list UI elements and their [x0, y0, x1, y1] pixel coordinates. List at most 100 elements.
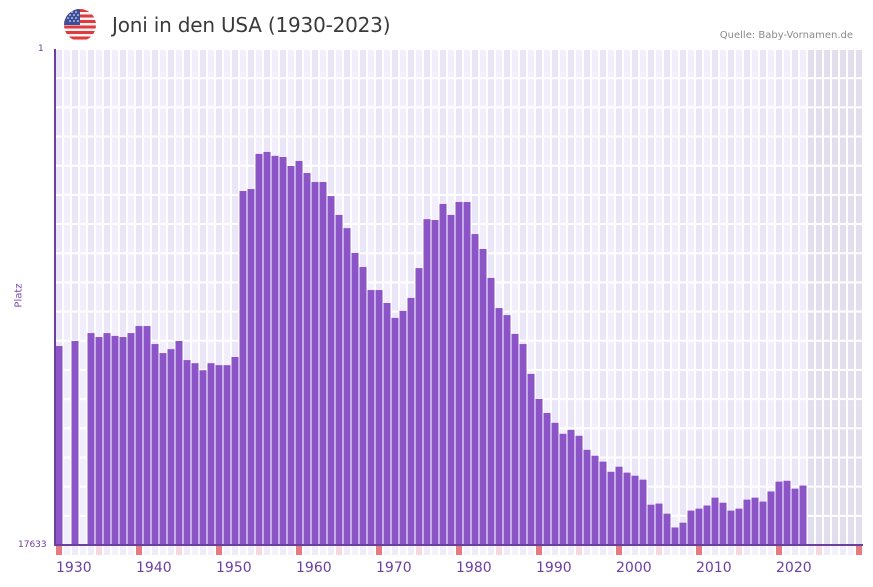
bar-1988 — [519, 344, 527, 545]
bar-1951 — [223, 365, 231, 545]
bar-1946 — [183, 360, 191, 545]
year-marker — [656, 546, 662, 555]
bar-2009 — [687, 510, 695, 545]
x-tick-label: 1990 — [536, 560, 572, 576]
bar-1968 — [359, 266, 367, 545]
year-marker — [536, 546, 542, 555]
bar-2017 — [751, 497, 759, 545]
bar-1999 — [607, 471, 615, 545]
bar-1978 — [439, 203, 447, 545]
year-marker — [504, 546, 510, 555]
bar-2000 — [615, 466, 623, 545]
year-marker — [520, 546, 526, 555]
year-marker — [792, 546, 798, 555]
year-marker — [392, 546, 398, 555]
bar-1972 — [391, 317, 399, 545]
year-marker — [608, 546, 614, 555]
year-marker — [104, 546, 110, 555]
year-marker — [312, 546, 318, 555]
bar-1948 — [199, 370, 207, 545]
year-marker — [696, 546, 702, 555]
bar-2020 — [775, 481, 783, 545]
year-marker — [80, 546, 86, 555]
x-tick-label: 1980 — [456, 560, 492, 576]
year-marker — [400, 546, 406, 555]
bar-2006 — [663, 513, 671, 545]
year-marker — [760, 546, 766, 555]
year-marker — [688, 546, 694, 555]
year-marker — [256, 546, 262, 555]
year-marker — [360, 546, 366, 555]
bar-1935 — [95, 337, 103, 545]
bar-1990 — [535, 398, 543, 545]
year-marker — [352, 546, 358, 555]
year-marker — [368, 546, 374, 555]
x-tick-label: 2010 — [696, 560, 732, 576]
year-marker — [472, 546, 478, 555]
year-marker — [632, 546, 638, 555]
year-marker — [168, 546, 174, 555]
year-marker — [336, 546, 342, 555]
bar-2013 — [719, 502, 727, 545]
bar-1941 — [143, 326, 151, 545]
year-marker — [448, 546, 454, 555]
year-marker — [264, 546, 270, 555]
us-flag-icon — [64, 9, 96, 41]
year-marker — [712, 546, 718, 555]
year-marker — [240, 546, 246, 555]
bar-2001 — [623, 472, 631, 545]
bar-1952 — [231, 357, 239, 545]
bar-2018 — [759, 501, 767, 545]
bar-1993 — [559, 433, 567, 545]
bar-2022 — [791, 488, 799, 545]
bar-1965 — [335, 214, 343, 545]
bar-1991 — [543, 412, 551, 545]
bar-2007 — [671, 527, 679, 545]
bar-2014 — [727, 510, 735, 545]
bar-1974 — [407, 297, 415, 545]
bar-1989 — [527, 373, 535, 545]
year-marker — [568, 546, 574, 555]
year-marker — [296, 546, 302, 555]
x-axis-line — [55, 544, 863, 546]
bar-1949 — [207, 363, 215, 545]
bar-2002 — [631, 475, 639, 545]
bar-2023 — [799, 485, 807, 545]
year-marker — [408, 546, 414, 555]
bar-1936 — [103, 333, 111, 545]
year-marker — [248, 546, 254, 555]
year-marker — [232, 546, 238, 555]
bar-1940 — [135, 326, 143, 545]
year-marker — [144, 546, 150, 555]
x-tick-label: 1970 — [376, 560, 412, 576]
year-marker — [440, 546, 446, 555]
year-marker — [808, 546, 814, 555]
year-marker — [328, 546, 334, 555]
y-axis-bottom-label: 17633 — [18, 540, 47, 550]
bar-1966 — [343, 228, 351, 545]
year-marker-strip — [55, 546, 863, 555]
bar-1998 — [599, 461, 607, 545]
x-tick-label: 1930 — [56, 560, 92, 576]
bar-1979 — [447, 214, 455, 545]
year-marker — [200, 546, 206, 555]
year-marker — [304, 546, 310, 555]
year-marker — [432, 546, 438, 555]
year-marker — [176, 546, 182, 555]
year-marker — [128, 546, 134, 555]
year-marker — [456, 546, 462, 555]
year-marker — [672, 546, 678, 555]
year-marker — [752, 546, 758, 555]
year-marker — [120, 546, 126, 555]
year-marker — [288, 546, 294, 555]
bar-1997 — [591, 455, 599, 545]
bar-2016 — [743, 499, 751, 545]
bar-2005 — [655, 503, 663, 545]
bar-1942 — [151, 344, 159, 545]
bar-1938 — [119, 337, 127, 545]
bar-1973 — [399, 310, 407, 545]
chart-title: Joni in den USA (1930-2023) — [112, 13, 391, 37]
bar-1981 — [463, 202, 471, 545]
year-marker — [384, 546, 390, 555]
bar-1958 — [279, 156, 287, 545]
